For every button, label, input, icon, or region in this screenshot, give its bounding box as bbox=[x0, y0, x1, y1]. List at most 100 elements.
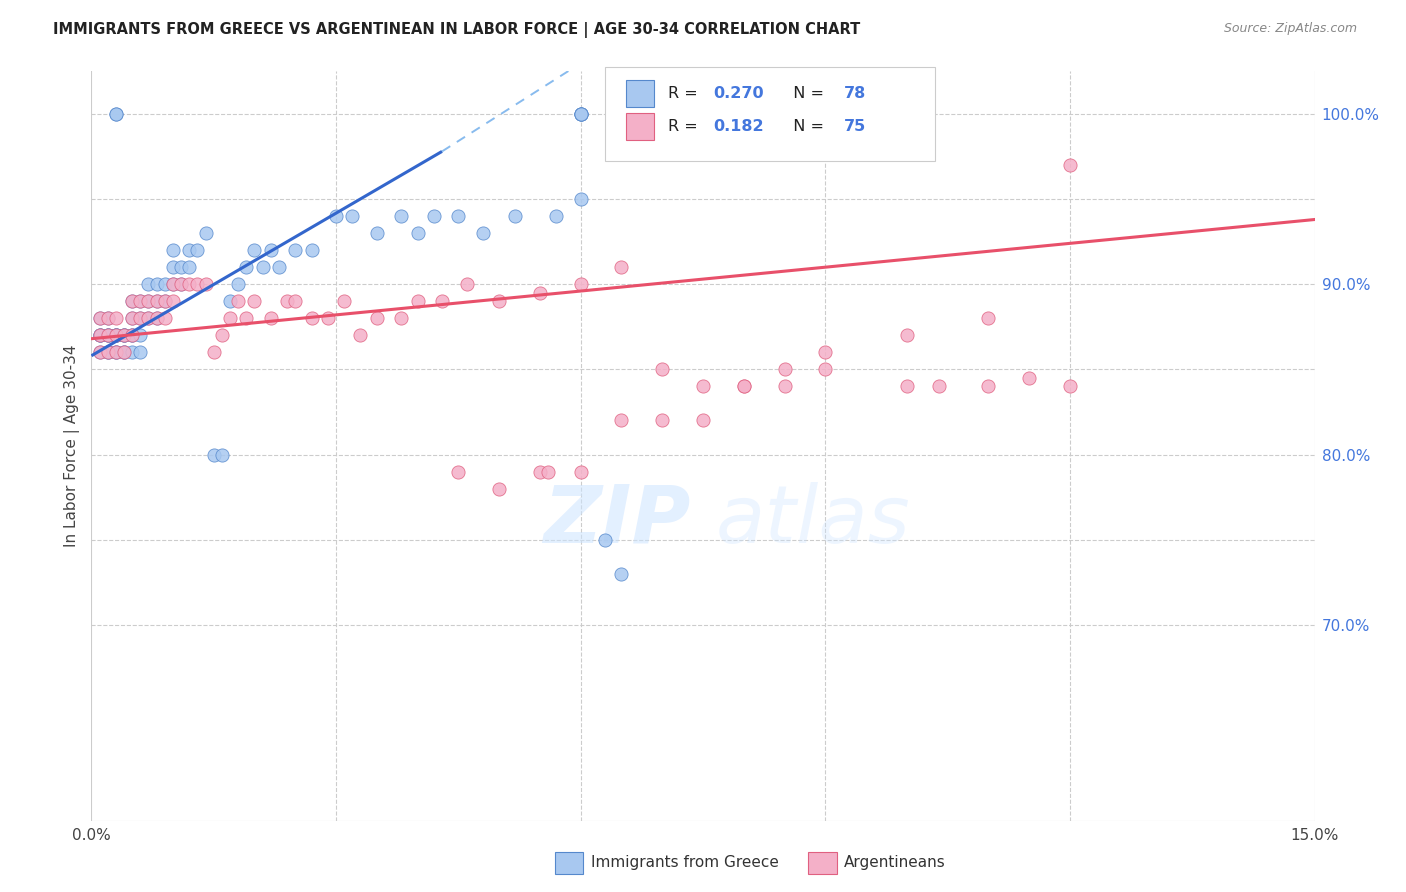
Point bbox=[112, 328, 135, 343]
Text: Source: ZipAtlas.com: Source: ZipAtlas.com bbox=[1223, 22, 1357, 36]
Point bbox=[569, 465, 592, 479]
Point bbox=[121, 311, 143, 326]
Point bbox=[145, 294, 167, 309]
Point bbox=[211, 448, 233, 462]
Point bbox=[733, 379, 755, 393]
Text: 78: 78 bbox=[844, 87, 866, 101]
Point bbox=[226, 294, 249, 309]
Point bbox=[366, 311, 388, 326]
Point bbox=[104, 328, 127, 343]
Point bbox=[97, 328, 120, 343]
Point bbox=[333, 294, 356, 309]
Point bbox=[692, 413, 714, 427]
Point bbox=[301, 311, 323, 326]
Point bbox=[170, 277, 193, 292]
Point bbox=[186, 243, 208, 257]
Point bbox=[104, 107, 127, 121]
Point bbox=[447, 465, 470, 479]
Point bbox=[194, 226, 217, 240]
Point bbox=[104, 328, 127, 343]
Point bbox=[145, 277, 167, 292]
Point bbox=[153, 311, 176, 326]
Point bbox=[129, 311, 152, 326]
Point bbox=[89, 328, 111, 343]
Point bbox=[104, 107, 127, 121]
Point bbox=[121, 328, 143, 343]
Point bbox=[121, 328, 143, 343]
Point bbox=[569, 107, 592, 121]
Point bbox=[456, 277, 478, 292]
Point bbox=[129, 345, 152, 359]
Point bbox=[284, 243, 307, 257]
Point bbox=[89, 328, 111, 343]
Point bbox=[569, 192, 592, 206]
Point bbox=[97, 345, 120, 359]
Text: 0.182: 0.182 bbox=[713, 120, 763, 134]
Point bbox=[112, 345, 135, 359]
Point bbox=[138, 294, 160, 309]
Point bbox=[162, 294, 184, 309]
Point bbox=[97, 345, 120, 359]
Point bbox=[194, 277, 217, 292]
Text: atlas: atlas bbox=[716, 482, 910, 560]
Point bbox=[896, 379, 918, 393]
Point bbox=[977, 379, 1000, 393]
Point bbox=[104, 328, 127, 343]
Text: Immigrants from Greece: Immigrants from Greece bbox=[591, 855, 779, 870]
Point bbox=[569, 277, 592, 292]
Point bbox=[276, 294, 298, 309]
Point bbox=[97, 311, 120, 326]
Point bbox=[121, 311, 143, 326]
Point bbox=[97, 328, 120, 343]
Point bbox=[235, 311, 257, 326]
Point bbox=[814, 345, 837, 359]
Point bbox=[97, 345, 120, 359]
Point bbox=[121, 294, 143, 309]
Point bbox=[814, 362, 837, 376]
Point bbox=[389, 209, 412, 223]
Point bbox=[112, 328, 135, 343]
Point bbox=[366, 226, 388, 240]
Point bbox=[325, 209, 347, 223]
Point bbox=[569, 107, 592, 121]
Point bbox=[488, 482, 510, 496]
Point bbox=[1018, 371, 1040, 385]
Point bbox=[430, 294, 453, 309]
Point bbox=[170, 260, 193, 275]
Point bbox=[179, 277, 201, 292]
Point bbox=[153, 294, 176, 309]
Point bbox=[89, 328, 111, 343]
Point bbox=[773, 362, 796, 376]
Text: IMMIGRANTS FROM GREECE VS ARGENTINEAN IN LABOR FORCE | AGE 30-34 CORRELATION CHA: IMMIGRANTS FROM GREECE VS ARGENTINEAN IN… bbox=[53, 22, 860, 38]
Point bbox=[252, 260, 274, 275]
Point bbox=[89, 328, 111, 343]
Point bbox=[89, 345, 111, 359]
Point bbox=[145, 294, 167, 309]
Point bbox=[202, 448, 225, 462]
Point bbox=[260, 311, 283, 326]
Point bbox=[406, 226, 429, 240]
Point bbox=[112, 345, 135, 359]
Point bbox=[389, 311, 412, 326]
Point bbox=[447, 209, 470, 223]
Text: R =: R = bbox=[668, 87, 703, 101]
Point bbox=[349, 328, 371, 343]
Point bbox=[129, 294, 152, 309]
Point bbox=[896, 328, 918, 343]
Point bbox=[145, 311, 167, 326]
Point bbox=[129, 328, 152, 343]
Point bbox=[89, 311, 111, 326]
Point bbox=[153, 294, 176, 309]
Point bbox=[423, 209, 446, 223]
Point bbox=[153, 277, 176, 292]
Point bbox=[179, 243, 201, 257]
Point bbox=[179, 260, 201, 275]
Point bbox=[243, 243, 266, 257]
Point bbox=[129, 294, 152, 309]
Text: R =: R = bbox=[668, 120, 703, 134]
Point bbox=[138, 311, 160, 326]
Point bbox=[138, 311, 160, 326]
Point bbox=[342, 209, 364, 223]
Y-axis label: In Labor Force | Age 30-34: In Labor Force | Age 30-34 bbox=[65, 344, 80, 548]
Point bbox=[162, 243, 184, 257]
